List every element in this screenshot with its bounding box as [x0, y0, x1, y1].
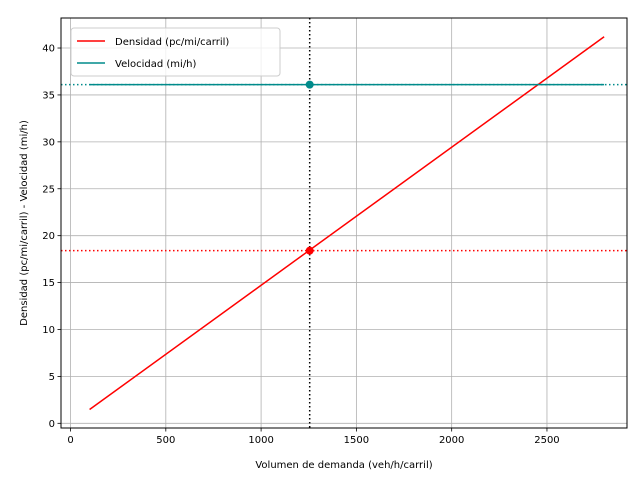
x-tick-label: 1500 [344, 435, 369, 446]
plot-frame [60, 17, 628, 429]
marker-point [305, 80, 314, 89]
y-tick-label: 40 [42, 44, 55, 55]
y-tick-label: 5 [49, 372, 55, 383]
x-tick-label: 2000 [439, 435, 464, 446]
y-tick-label: 20 [42, 231, 55, 242]
series [89, 36, 605, 411]
ticks: 0 500 1000 1500 2000 2500 0 5 10 15 20 25 30 35 40 [42, 44, 559, 446]
y-tick-label: 25 [42, 184, 55, 195]
reference-lines [61, 18, 627, 428]
x-tick-label: 500 [156, 435, 175, 446]
y-tick-label: 30 [42, 137, 55, 148]
x-axis-label: Volumen de demanda (veh/h/carril) [255, 460, 432, 471]
legend-box [70, 27, 281, 77]
y-tick-label: 15 [42, 278, 55, 289]
legend: Densidad (pc/mi/carril) Velocidad (mi/h) [70, 27, 281, 77]
marker-point [305, 246, 314, 255]
y-axis-label: Densidad (pc/mi/carril) - Velocidad (mi/… [19, 120, 30, 326]
x-tick-label: 2500 [534, 435, 559, 446]
series-line-densidad [89, 36, 605, 411]
x-tick-label: 0 [67, 435, 73, 446]
legend-label: Velocidad (mi/h) [115, 59, 197, 70]
x-tick-label: 1000 [248, 435, 273, 446]
legend-label: Densidad (pc/mi/carril) [115, 37, 229, 48]
y-tick-label: 0 [49, 419, 55, 430]
grid [61, 18, 627, 428]
y-tick-label: 10 [42, 325, 55, 336]
markers [305, 80, 314, 255]
y-tick-label: 35 [42, 90, 55, 101]
